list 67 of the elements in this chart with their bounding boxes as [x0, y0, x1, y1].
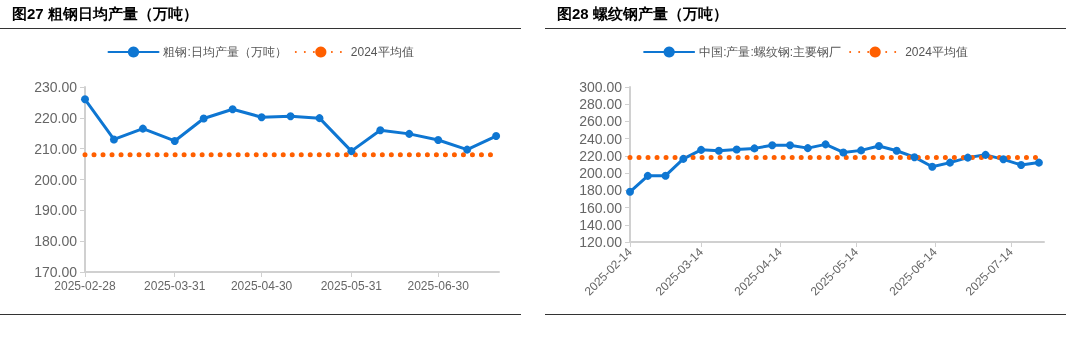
- point: [463, 145, 472, 154]
- point: [874, 141, 883, 150]
- point: [492, 132, 501, 141]
- point: [315, 114, 324, 123]
- point: [138, 124, 147, 133]
- y-tick-label: 220.00: [34, 109, 78, 126]
- x-tick-label: 2025-02-28: [54, 279, 117, 293]
- legend-label: 粗钢:日均产量（万吨）: [163, 45, 287, 59]
- y-tick-label: 200.00: [34, 171, 78, 188]
- point: [786, 141, 795, 150]
- point: [1034, 158, 1043, 167]
- point: [803, 144, 812, 153]
- y-tick-label: 280.00: [579, 96, 623, 113]
- point: [257, 113, 266, 122]
- point: [697, 145, 706, 154]
- point: [228, 105, 237, 114]
- point: [347, 147, 356, 156]
- y-tick-label: 120.00: [579, 234, 623, 250]
- y-tick-label: 240.00: [579, 130, 623, 147]
- point: [892, 146, 901, 155]
- chart-title: 图28 螺纹钢产量（万吨）: [545, 0, 1066, 29]
- point: [999, 155, 1008, 164]
- y-tick-label: 180.00: [579, 182, 623, 199]
- point: [434, 136, 443, 145]
- y-tick-label: 190.00: [34, 202, 78, 219]
- y-tick-label: 160.00: [579, 199, 623, 216]
- point: [109, 135, 118, 144]
- point: [626, 187, 634, 196]
- point: [839, 148, 848, 157]
- point: [286, 112, 295, 121]
- y-tick-label: 210.00: [34, 140, 78, 157]
- y-tick-label: 140.00: [579, 216, 623, 233]
- point: [910, 153, 919, 162]
- x-tick-label: 2025-06-30: [407, 279, 470, 293]
- point: [928, 162, 937, 171]
- chart-title: 图27 粗钢日均产量（万吨）: [0, 0, 521, 29]
- y-tick-label: 170.00: [34, 264, 78, 280]
- y-tick-label: 300.00: [579, 79, 623, 95]
- point: [405, 129, 414, 138]
- point: [199, 114, 208, 123]
- point: [750, 144, 759, 153]
- point: [857, 146, 866, 155]
- point: [170, 136, 179, 145]
- y-tick-label: 260.00: [579, 113, 623, 130]
- point: [81, 95, 89, 104]
- point: [1017, 161, 1026, 170]
- legend-label: 中国:产量:螺纹钢:主要钢厂: [699, 45, 842, 59]
- point: [714, 146, 723, 155]
- x-tick-label: 2025-04-30: [230, 279, 293, 293]
- point: [946, 158, 955, 167]
- legend-label: 2024平均值: [905, 45, 968, 59]
- point: [821, 140, 830, 149]
- x-tick-label: 2025-05-31: [320, 279, 383, 293]
- point: [679, 154, 688, 163]
- y-tick-label: 200.00: [579, 165, 623, 182]
- point: [963, 153, 972, 162]
- y-tick-label: 180.00: [34, 233, 78, 250]
- point: [981, 150, 990, 159]
- point: [661, 171, 670, 180]
- point: [732, 145, 741, 154]
- point: [376, 126, 385, 135]
- point: [768, 141, 777, 150]
- y-tick-label: 230.00: [34, 79, 78, 95]
- legend-label: 2024平均值: [350, 45, 414, 59]
- y-tick-label: 220.00: [579, 147, 623, 164]
- point: [643, 171, 652, 180]
- x-tick-label: 2025-03-31: [144, 279, 206, 293]
